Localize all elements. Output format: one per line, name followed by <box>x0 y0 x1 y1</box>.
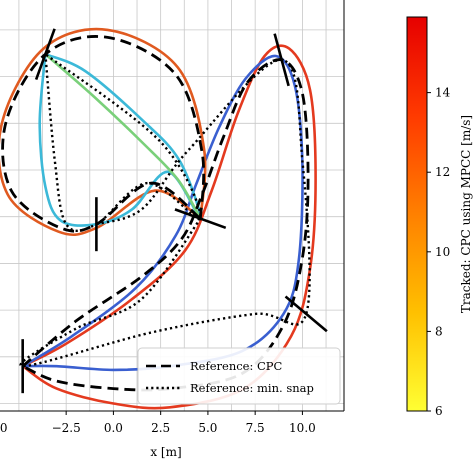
gates-layer <box>21 28 328 394</box>
legend: Reference: CPC Reference: min. snap <box>137 347 341 405</box>
colorbar-label: Tracked: CPC using MPCC [m/s] <box>459 115 473 313</box>
gate-marker <box>174 208 227 230</box>
series-layer <box>0 27 317 410</box>
colorbar-tick-label: 6 <box>435 404 443 418</box>
x-tick-label: 10.0 <box>289 421 316 435</box>
gate-marker <box>273 33 290 87</box>
colorbar-tick-label: 12 <box>435 165 450 179</box>
legend-box <box>137 347 341 405</box>
colorbar-tick-label: 10 <box>435 245 450 259</box>
x-tick-label: 0.0 <box>104 421 123 435</box>
axes <box>0 0 345 412</box>
x-tick-label: 5.0 <box>198 421 217 435</box>
series-reference-min-snap-2 <box>19 58 311 368</box>
colorbar-tick-label: 14 <box>435 86 451 100</box>
series-reference-cpc-loop <box>1 35 206 233</box>
series-tracked-fast <box>21 44 317 410</box>
series-reference-min-snap <box>44 53 202 232</box>
x-tick-label: 7.5 <box>246 421 265 435</box>
x-tick-label: −2.5 <box>52 421 81 435</box>
legend-label: Reference: min. snap <box>190 381 314 395</box>
x-axis-label: x [m] <box>150 445 181 459</box>
gate-marker <box>284 295 328 333</box>
legend-label: Reference: CPC <box>190 359 283 373</box>
x-ticks: −2.5 0.0 2.5 5.0 7.5 10.0 <box>52 411 316 435</box>
x-tick-label: 2.5 <box>151 421 170 435</box>
colorbar-tick-label: 8 <box>435 324 443 338</box>
colorbar-bar <box>406 16 428 412</box>
colorbar: 6 8 10 12 14 Tracked: CPC using MPCC [m/s] <box>406 16 473 418</box>
gate-marker <box>34 28 56 80</box>
series-tracked-loop-mid <box>44 53 202 220</box>
x-tick-label-partial: .0 <box>0 421 7 435</box>
